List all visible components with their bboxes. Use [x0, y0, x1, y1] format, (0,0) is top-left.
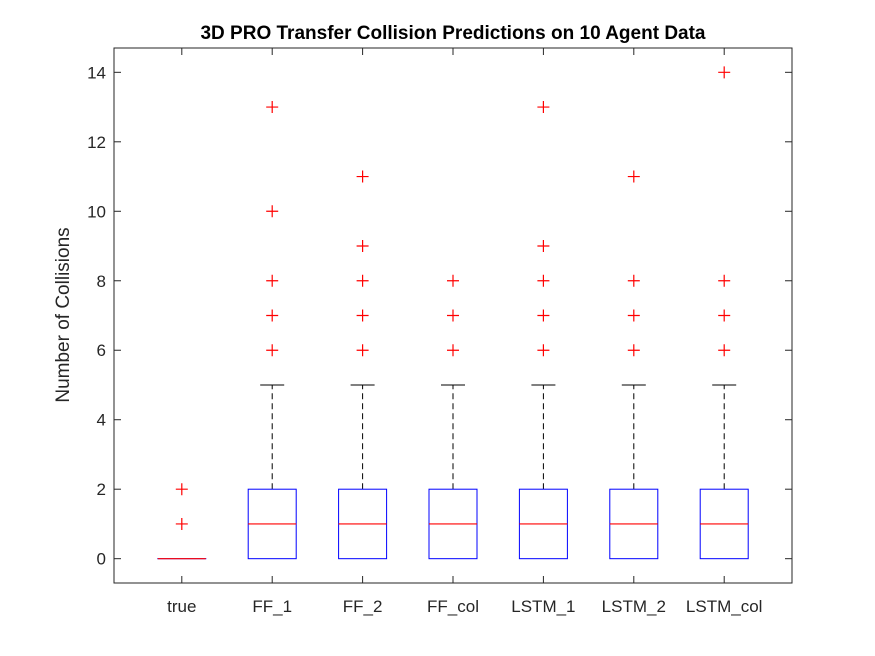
- outlier-point: [266, 309, 279, 322]
- outlier-point: [356, 274, 369, 287]
- y-tick-label: 4: [97, 411, 106, 430]
- outlier-point: [175, 483, 188, 496]
- plot-area: 0 2 4 6 8 10 12 14 true FF_1 FF_2 FF_col LSTM_1 LSTM_…: [87, 47, 793, 616]
- outlier-point: [447, 309, 459, 322]
- outlier-point: [537, 344, 550, 357]
- outlier-point: [718, 66, 731, 79]
- y-tick-label: 0: [97, 550, 106, 569]
- outlier-point: [627, 309, 640, 322]
- x-tick-label: FF_col: [427, 597, 479, 616]
- outlier-point: [537, 274, 550, 287]
- x-tick-label: LSTM_col: [686, 597, 763, 616]
- outlier-point: [266, 205, 279, 218]
- outlier-point: [537, 240, 550, 253]
- outlier-point: [266, 274, 279, 287]
- y-tick-label: 8: [97, 272, 106, 291]
- outlier-point: [627, 170, 640, 183]
- outlier-point: [537, 309, 550, 322]
- x-tick-label: LSTM_2: [602, 597, 666, 616]
- y-tick-label: 10: [87, 202, 106, 221]
- outlier-point: [356, 170, 369, 183]
- y-axis-label: Number of Collisions: [53, 227, 74, 402]
- outlier-point: [718, 309, 731, 322]
- y-tick-label: 6: [97, 341, 106, 360]
- y-tick-label: 2: [97, 480, 106, 499]
- outlier-point: [175, 517, 188, 530]
- outlier-point: [627, 274, 640, 287]
- outlier-point: [266, 101, 279, 114]
- outlier-point: [447, 274, 459, 287]
- x-tick-label: FF_1: [252, 597, 292, 616]
- outlier-point: [356, 344, 369, 357]
- y-tick-label: 12: [87, 133, 106, 152]
- x-tick-label: true: [167, 597, 196, 616]
- outlier-point: [266, 344, 279, 357]
- outlier-point: [627, 344, 640, 357]
- outlier-point: [718, 344, 731, 357]
- y-tick-label: 14: [87, 63, 106, 82]
- outlier-point: [356, 309, 369, 322]
- x-tick-label: LSTM_1: [511, 597, 575, 616]
- chart-title: 3D PRO Transfer Collision Predictions on…: [200, 23, 705, 44]
- x-tick-label: FF_2: [343, 597, 383, 616]
- outlier-point: [718, 274, 731, 287]
- outlier-point: [447, 344, 459, 357]
- outlier-point: [537, 101, 550, 114]
- outlier-point: [356, 240, 369, 253]
